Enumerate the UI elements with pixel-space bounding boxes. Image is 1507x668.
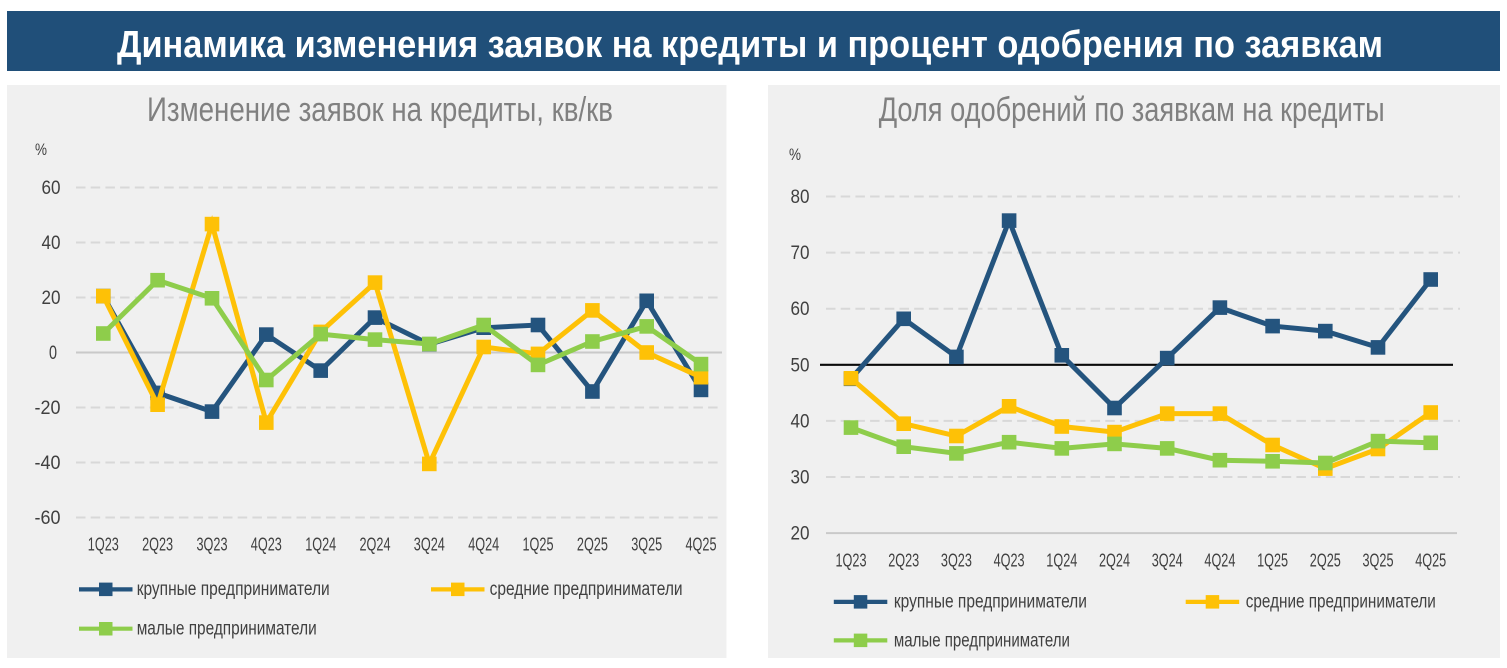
svg-text:-40: -40 xyxy=(35,453,61,474)
svg-text:2Q23: 2Q23 xyxy=(142,534,173,555)
svg-text:40: 40 xyxy=(791,411,810,432)
svg-text:4Q25: 4Q25 xyxy=(1415,550,1446,571)
svg-text:4Q25: 4Q25 xyxy=(686,534,717,555)
svg-text:1Q23: 1Q23 xyxy=(836,550,867,571)
svg-text:20: 20 xyxy=(42,288,61,309)
svg-text:1Q24: 1Q24 xyxy=(305,534,336,555)
svg-text:3Q25: 3Q25 xyxy=(1363,550,1394,571)
svg-text:%: % xyxy=(789,145,801,164)
svg-text:1Q23: 1Q23 xyxy=(88,534,119,555)
svg-text:Изменение заявок на кредиты, к: Изменение заявок на кредиты, кв/кв xyxy=(147,91,613,129)
svg-text:4Q24: 4Q24 xyxy=(468,534,499,555)
svg-text:60: 60 xyxy=(42,178,61,199)
svg-text:крупные предприниматели: крупные предприниматели xyxy=(894,592,1087,613)
svg-text:Динамика изменения заявок на к: Динамика изменения заявок на кредиты и п… xyxy=(117,24,1383,66)
svg-text:-60: -60 xyxy=(35,508,61,529)
svg-text:2Q25: 2Q25 xyxy=(1310,550,1341,571)
svg-text:-20: -20 xyxy=(35,398,61,419)
svg-text:40: 40 xyxy=(42,233,61,254)
svg-text:60: 60 xyxy=(791,299,810,320)
svg-text:средние предприниматели: средние предприниматели xyxy=(1246,592,1436,613)
svg-text:3Q23: 3Q23 xyxy=(941,550,972,571)
svg-text:1Q25: 1Q25 xyxy=(523,534,554,555)
svg-text:%: % xyxy=(35,140,47,159)
svg-text:Доля одобрений по заявкам на к: Доля одобрений по заявкам на кредиты xyxy=(879,91,1385,129)
svg-text:малые предприниматели: малые предприниматели xyxy=(137,619,317,640)
svg-text:3Q23: 3Q23 xyxy=(197,534,228,555)
svg-text:80: 80 xyxy=(791,187,810,208)
svg-text:20: 20 xyxy=(791,524,810,545)
svg-text:50: 50 xyxy=(791,355,810,376)
svg-text:3Q25: 3Q25 xyxy=(631,534,662,555)
svg-text:70: 70 xyxy=(791,243,810,264)
svg-text:1Q25: 1Q25 xyxy=(1257,550,1288,571)
svg-text:крупные предприниматели: крупные предприниматели xyxy=(137,579,330,600)
svg-text:4Q24: 4Q24 xyxy=(1204,550,1235,571)
svg-text:1Q24: 1Q24 xyxy=(1046,550,1077,571)
svg-text:4Q23: 4Q23 xyxy=(251,534,282,555)
svg-text:2Q25: 2Q25 xyxy=(577,534,608,555)
svg-text:2Q23: 2Q23 xyxy=(888,550,919,571)
svg-text:30: 30 xyxy=(791,468,810,489)
svg-text:3Q24: 3Q24 xyxy=(414,534,445,555)
svg-text:средние предприниматели: средние предприниматели xyxy=(490,579,683,600)
svg-text:0: 0 xyxy=(49,343,57,364)
svg-text:2Q24: 2Q24 xyxy=(360,534,391,555)
svg-text:3Q24: 3Q24 xyxy=(1152,550,1183,571)
svg-text:2Q24: 2Q24 xyxy=(1099,550,1130,571)
svg-text:малые предприниматели: малые предприниматели xyxy=(894,631,1070,652)
svg-text:4Q23: 4Q23 xyxy=(994,550,1025,571)
